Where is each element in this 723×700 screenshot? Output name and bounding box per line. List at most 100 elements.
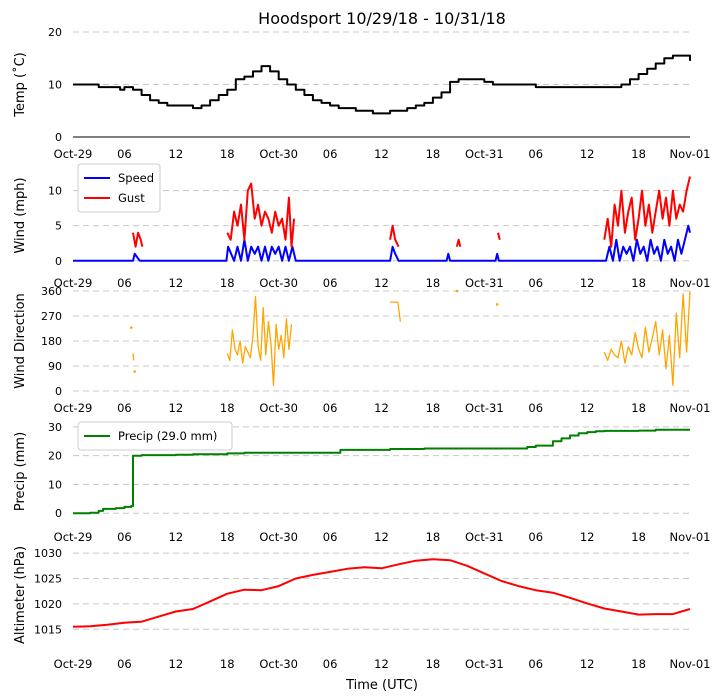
direction-xtick-label: 12 xyxy=(580,401,595,415)
wind-series-gust-line xyxy=(226,182,296,248)
direction-ytick-label: 90 xyxy=(48,360,62,373)
temp-xtick-label: 12 xyxy=(169,147,184,161)
wind-xtick-label: Oct-31 xyxy=(465,276,504,290)
precip-xtick-label: 06 xyxy=(117,530,132,544)
precip-legend-box xyxy=(77,421,233,451)
altimeter-xtick-label: 18 xyxy=(631,657,646,671)
precip-xtick-label: 18 xyxy=(220,530,235,544)
precip-legend: Precip (29.0 mm) xyxy=(77,421,233,451)
wind-ytick-label: 5 xyxy=(55,220,62,233)
temp-xtick-label: 06 xyxy=(323,147,338,161)
direction-series-direction-point xyxy=(129,326,133,329)
precip-xtick-label: Oct-29 xyxy=(54,530,93,544)
direction-xtick-label: 18 xyxy=(426,401,441,415)
precip-ytick-label: 20 xyxy=(48,450,62,463)
direction-ytick-label: 0 xyxy=(55,385,62,398)
temp-ylabel: Temp (˚C) xyxy=(12,52,28,118)
temp-xtick-label: Oct-31 xyxy=(465,147,504,161)
temp-xtick-label: 12 xyxy=(374,147,389,161)
wind-ytick-label: 0 xyxy=(55,255,62,268)
altimeter-ylabel: Altimeter (hPa) xyxy=(13,546,28,644)
temp-xtick-label: 06 xyxy=(117,147,132,161)
temp-xtick-label: Nov-01 xyxy=(670,147,711,161)
temp-ytick-label: 0 xyxy=(55,131,62,144)
precip-xtick-label: 06 xyxy=(528,530,543,544)
altimeter-xtick-label: 18 xyxy=(220,657,235,671)
altimeter-xtick-label: Oct-30 xyxy=(259,657,298,671)
precip-xtick-label: 12 xyxy=(374,530,389,544)
wind-xtick-label: 12 xyxy=(169,276,184,290)
precip-ytick-label: 0 xyxy=(55,507,62,520)
direction-xtick-label: 18 xyxy=(631,401,646,415)
wind-series-gust-line xyxy=(455,238,462,247)
altimeter-series-altimeter xyxy=(72,558,691,628)
direction-xtick-label: 06 xyxy=(117,401,132,415)
direction-xtick-label: 18 xyxy=(220,401,235,415)
altimeter-xtick-label: 06 xyxy=(323,657,338,671)
wind-xtick-label: 18 xyxy=(426,276,441,290)
altimeter-xtick-label: 12 xyxy=(169,657,184,671)
x-axis-label: Time (UTC) xyxy=(345,678,418,693)
direction-ytick-label: 180 xyxy=(41,335,62,348)
direction-xtick-label: 06 xyxy=(528,401,543,415)
wind-xtick-label: 18 xyxy=(631,276,646,290)
wind-legend-box xyxy=(77,163,161,213)
precip-ylabel: Precip (mm) xyxy=(13,432,28,511)
temp-xtick-label: 18 xyxy=(426,147,441,161)
precip-xtick-label: 12 xyxy=(580,530,595,544)
wind-xtick-label: 06 xyxy=(117,276,132,290)
altimeter-xtick-label: 12 xyxy=(580,657,595,671)
direction-xtick-label: Oct-30 xyxy=(259,401,298,415)
temp-xtick-label: Oct-29 xyxy=(54,147,93,161)
direction-series-direction-point xyxy=(455,289,459,293)
wind-xtick-label: 06 xyxy=(528,276,543,290)
altimeter-ytick-label: 1020 xyxy=(34,598,62,611)
temp-xtick-label: 18 xyxy=(220,147,235,161)
direction-xtick-label: Oct-31 xyxy=(465,401,504,415)
precip-legend-label: Precip (29.0 mm) xyxy=(118,429,217,443)
temp-series-temp-line xyxy=(73,54,691,115)
temp-ytick-label: 20 xyxy=(48,26,62,39)
temp-xtick-label: 12 xyxy=(580,147,595,161)
precip-series-precip-line xyxy=(73,428,690,515)
altimeter-xtick-label: 06 xyxy=(528,657,543,671)
wind-series-gust-line xyxy=(497,232,501,240)
wind-panel: 0 5 10 Wind (mph) Oct-29 06 12 18 Oct-30 06 12 18 Oc… xyxy=(13,163,711,290)
direction-xtick-label: 12 xyxy=(169,401,184,415)
wind-xtick-label: 12 xyxy=(374,276,389,290)
direction-ytick-label: 360 xyxy=(41,285,62,298)
altimeter-ytick-label: 1025 xyxy=(34,572,62,585)
altimeter-xtick-label: 18 xyxy=(426,657,441,671)
wind-series-speed xyxy=(73,224,691,262)
precip-series-precip xyxy=(73,428,690,515)
precip-panel: 0 10 20 30 Precip (mm) Oct-29 06 12 18 Oct-30 06 12… xyxy=(13,421,710,544)
wind-ylabel: Wind (mph) xyxy=(13,177,28,253)
altimeter-ytick-label: 1030 xyxy=(34,547,62,560)
direction-xtick-label: Oct-29 xyxy=(54,401,93,415)
wind-xtick-label: Oct-30 xyxy=(259,276,298,290)
precip-xtick-label: 06 xyxy=(323,530,338,544)
direction-ytick-label: 270 xyxy=(41,310,62,323)
wind-series-gust-line xyxy=(389,224,400,248)
precip-ytick-label: 30 xyxy=(48,421,62,434)
altimeter-xtick-label: 06 xyxy=(117,657,132,671)
wind-legend: Speed Gust xyxy=(77,163,161,213)
temp-series-temp xyxy=(73,54,691,115)
precip-xtick-label: 18 xyxy=(426,530,441,544)
temp-ytick-label: 10 xyxy=(48,79,62,92)
wind-xtick-label: Nov-01 xyxy=(670,276,711,290)
wind-series-gust xyxy=(132,176,691,248)
altimeter-series-altimeter-line xyxy=(72,558,691,628)
precip-xtick-label: Oct-30 xyxy=(259,530,298,544)
wind-legend-label: Speed xyxy=(118,171,154,185)
direction-ylabel: Wind Direction xyxy=(13,293,28,389)
precip-xtick-label: Oct-31 xyxy=(465,530,504,544)
altimeter-xtick-label: Oct-29 xyxy=(54,657,93,671)
altimeter-xtick-label: Oct-31 xyxy=(465,657,504,671)
wind-xtick-label: 06 xyxy=(323,276,338,290)
direction-xtick-label: Nov-01 xyxy=(670,401,711,415)
wind-series-speed-line xyxy=(73,224,691,262)
temp-xtick-label: Oct-30 xyxy=(259,147,298,161)
